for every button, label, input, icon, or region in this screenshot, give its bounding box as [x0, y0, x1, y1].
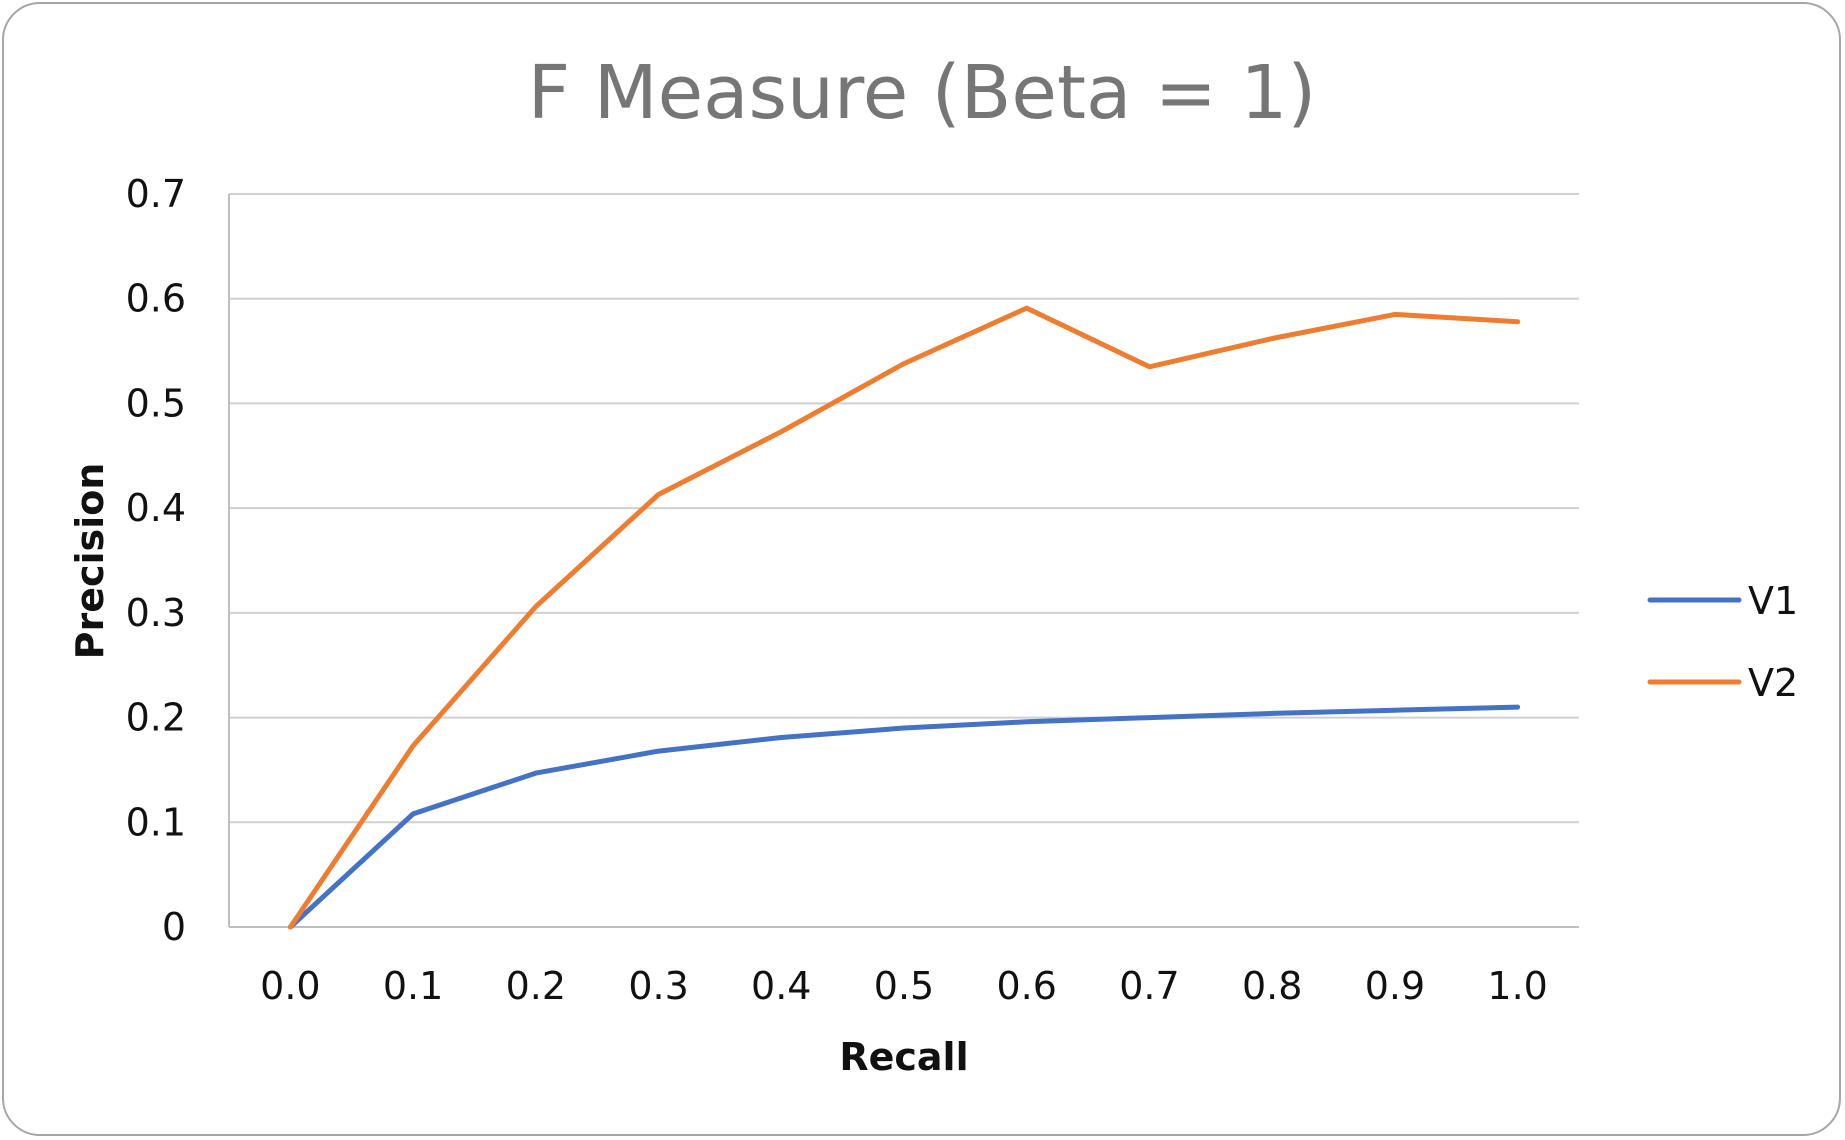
gridlines [229, 193, 1579, 824]
y-axis-title: Precision [68, 463, 112, 660]
y-tick-labels: 0 0.1 0.2 0.3 0.4 0.5 0.6 0.7 [126, 172, 186, 949]
y-tick-label: 0.7 [126, 172, 186, 216]
x-tick-label: 1.0 [1487, 964, 1547, 1008]
legend-label: V1 [1748, 579, 1798, 623]
legend-item-v1: V1 [1647, 579, 1798, 623]
y-tick-label: 0.1 [126, 800, 186, 844]
chart-title: F Measure (Beta = 1) [528, 50, 1317, 136]
y-tick-label: 0.6 [126, 277, 186, 321]
y-tick-label: 0.5 [126, 381, 186, 425]
y-tick-label: 0.4 [126, 486, 186, 530]
y-tick-label: 0.3 [126, 591, 186, 635]
legend-label: V2 [1748, 661, 1798, 705]
x-tick-label: 0.3 [628, 964, 688, 1008]
x-tick-label: 0.6 [997, 964, 1057, 1008]
legend: V1 V2 [1647, 579, 1798, 705]
x-tick-label: 0.5 [874, 964, 934, 1008]
x-tick-label: 0.0 [260, 964, 320, 1008]
y-tick-label: 0 [162, 905, 186, 949]
x-tick-label: 0.1 [383, 964, 443, 1008]
series-lines [287, 305, 1521, 930]
x-tick-label: 0.4 [751, 964, 811, 1008]
series-line-v1 [287, 704, 1521, 930]
legend-item-v2: V2 [1647, 661, 1798, 705]
x-axis-title: Recall [839, 1035, 968, 1079]
series-line-v2 [287, 305, 1521, 930]
y-tick-label: 0.2 [126, 696, 186, 740]
x-tick-label: 0.9 [1365, 964, 1425, 1008]
axes [228, 194, 1579, 928]
x-tick-label: 0.7 [1119, 964, 1179, 1008]
x-tick-labels: 0.0 0.1 0.2 0.3 0.4 0.5 0.6 0.7 0.8 0.9 1.0 [260, 964, 1548, 1008]
x-tick-label: 0.2 [506, 964, 566, 1008]
x-tick-label: 0.8 [1242, 964, 1302, 1008]
